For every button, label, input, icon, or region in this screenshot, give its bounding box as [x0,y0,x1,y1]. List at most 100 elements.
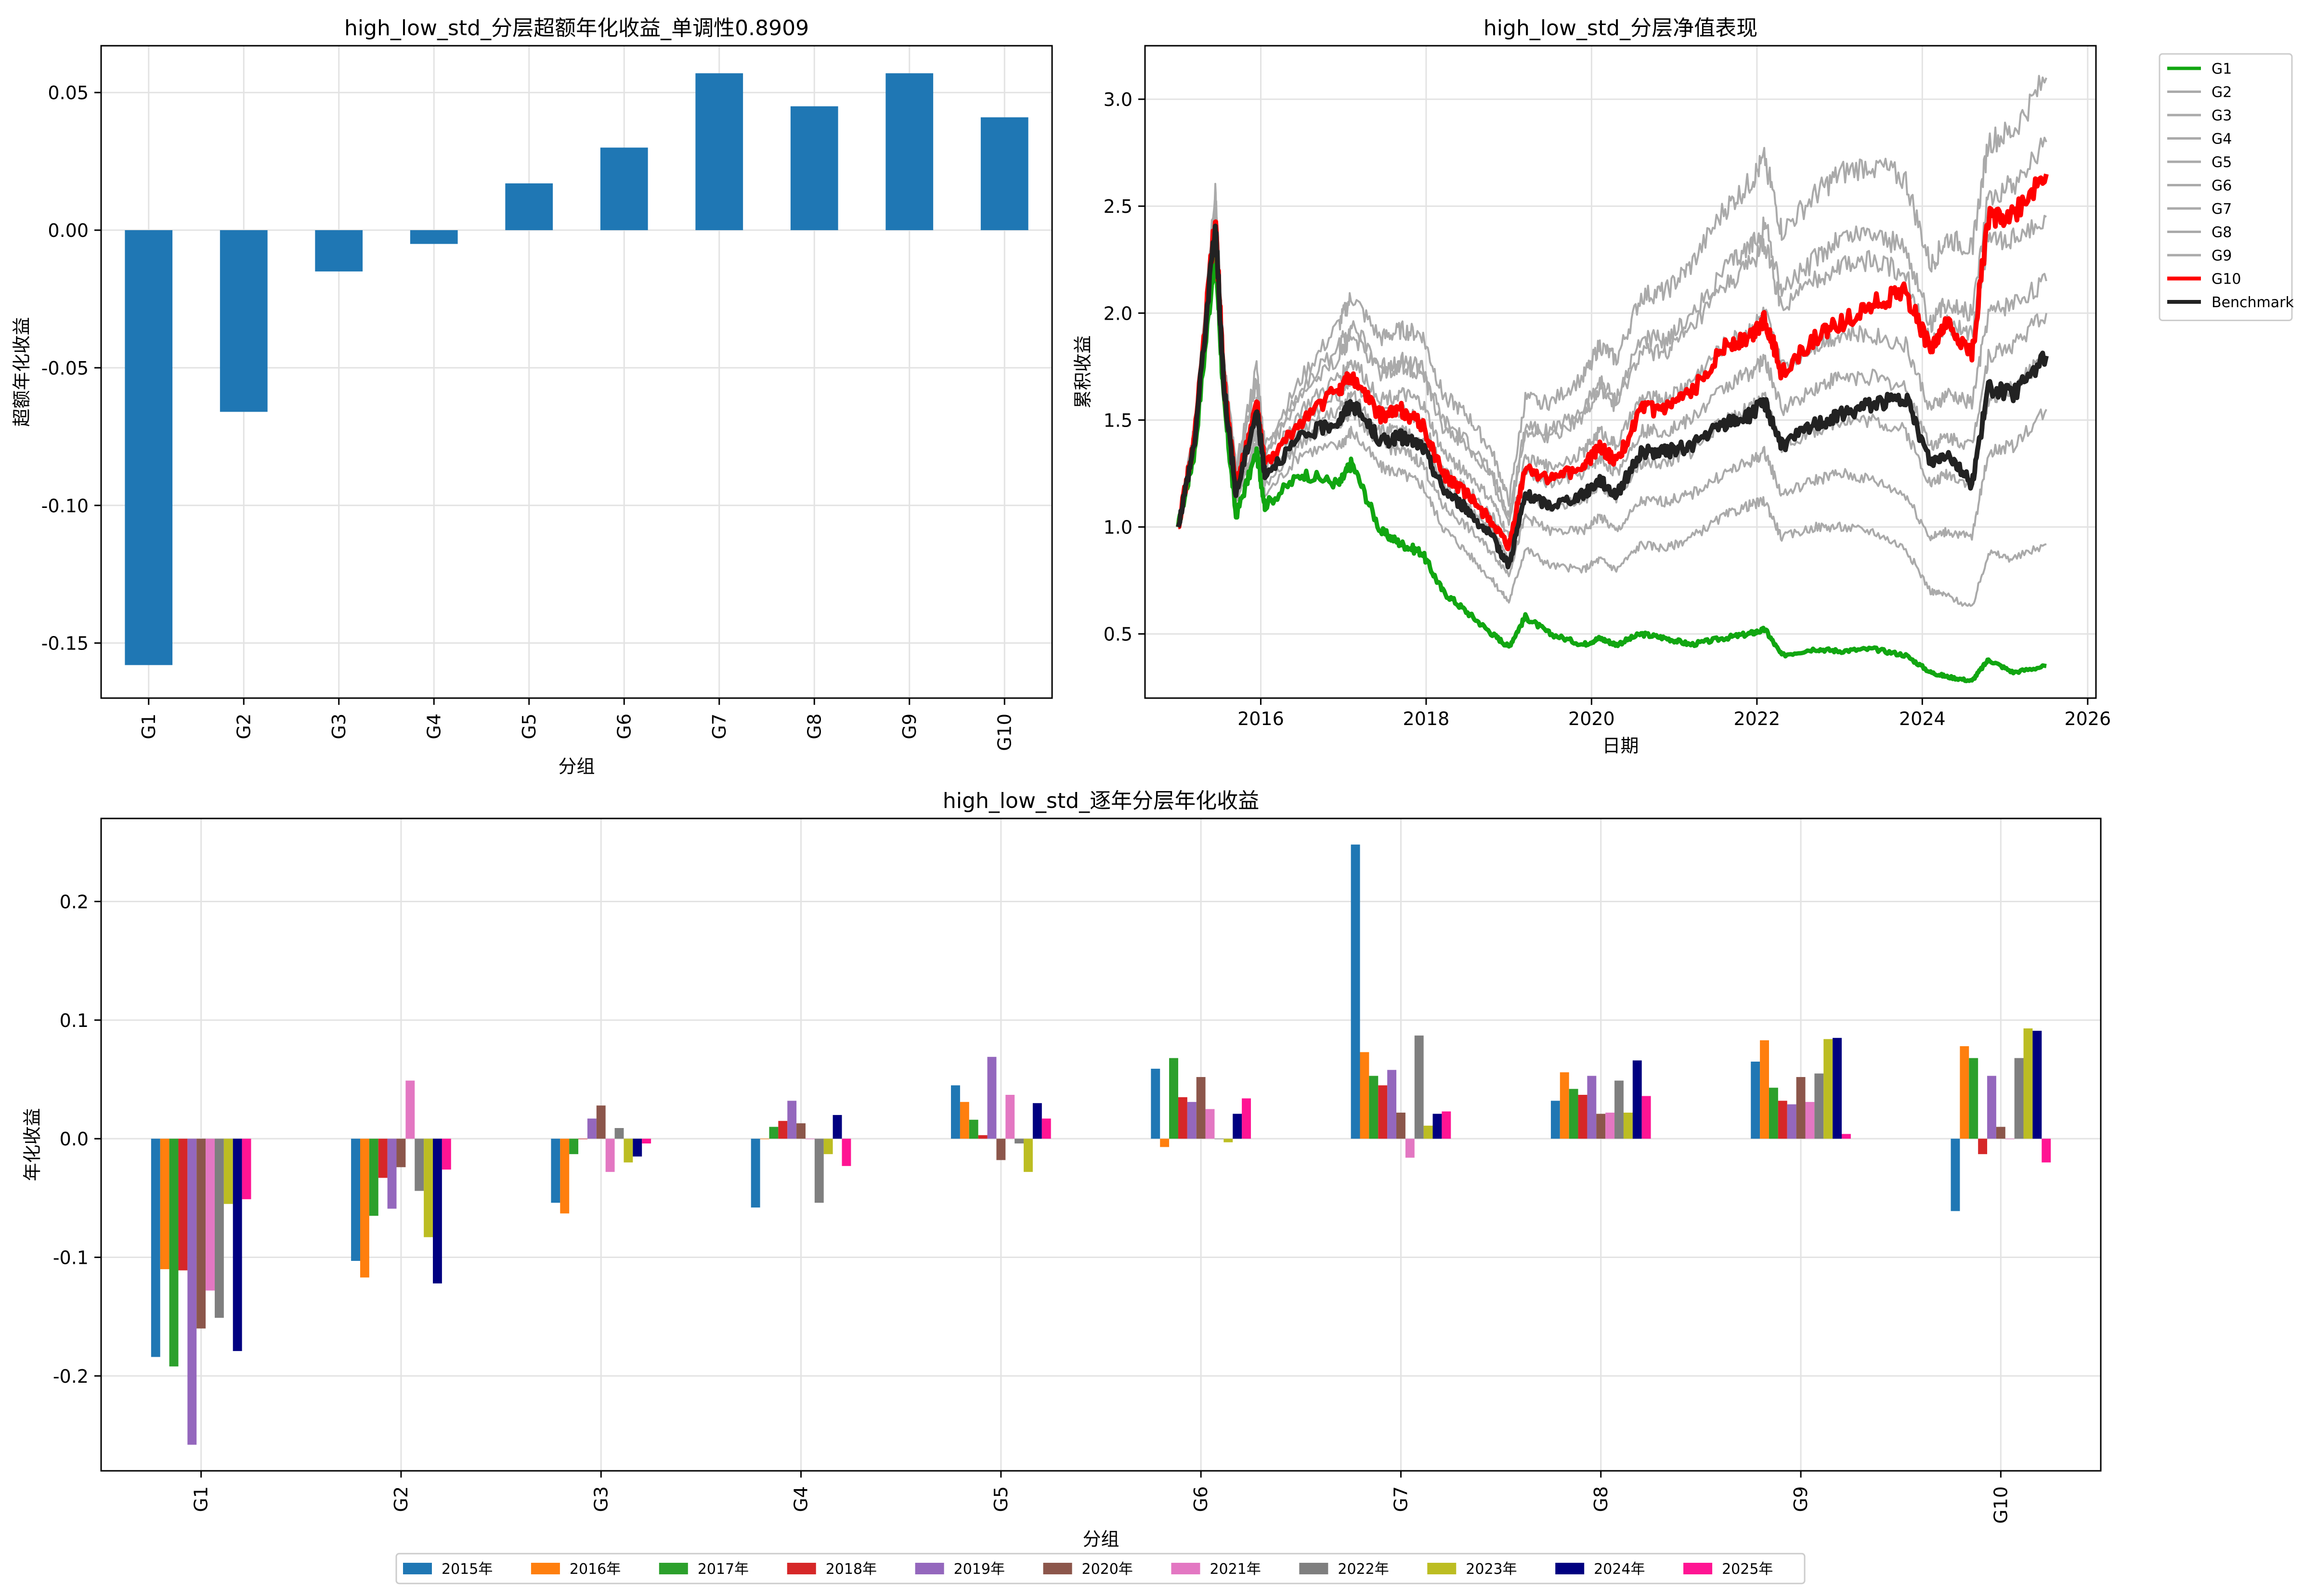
yearly-return-bar-g5-3 [978,1135,988,1139]
excess-return-y-tick-label: -0.05 [41,358,89,379]
yearly-return-bar-g3-1 [560,1139,570,1214]
yearly-return-x-tick-label: G8 [1590,1486,1612,1512]
excess-return-bar-g6 [600,147,648,231]
yearly-return-bar-g10-9 [2032,1030,2042,1139]
yearly-return-bar-g7-0 [1351,844,1360,1139]
excess-return-chart: 0.05 0.00 -0.05 -0.10 -0.15 G1 G2 G3 G4 G5 G6 G7 G8… [11,16,1053,777]
net-value-line-g7 [1177,136,2047,528]
excess-return-bar-g10 [980,117,1028,231]
yearly-return-bar-g3-0 [551,1139,560,1203]
yearly-return-bar-g3-8 [624,1139,633,1163]
yearly-return-legend-swatch [659,1563,688,1574]
yearly-return-legend-swatch [1683,1563,1713,1574]
excess-return-x-tick-label: G9 [899,714,920,740]
yearly-return-bar-g6-8 [1223,1139,1233,1142]
yearly-return-bar-g7-6 [1405,1139,1415,1158]
yearly-return-bar-g9-2 [1769,1088,1778,1139]
yearly-return-legend-label: 2018年 [826,1561,877,1578]
yearly-return-bar-g7-2 [1369,1076,1379,1139]
yearly-return-bar-g7-7 [1414,1035,1424,1139]
net-value-line-benchmark [1176,223,2049,570]
excess-return-x-tick-label: G5 [519,714,540,740]
yearly-return-bar-g10-0 [1951,1139,1960,1211]
yearly-return-title: high_low_std_逐年分层年化收益 [943,789,1259,813]
net-value-x-tick-label: 2016 [1237,708,1284,729]
yearly-return-bar-g8-7 [1614,1080,1624,1139]
yearly-return-bar-g6-6 [1205,1109,1215,1139]
yearly-return-bar-g4-5 [796,1123,806,1139]
excess-return-y-tick-label: 0.05 [48,82,89,104]
yearly-return-bar-g4-9 [833,1115,842,1139]
excess-return-bar-g2 [220,230,268,412]
excess-return-bar-g3 [315,230,363,272]
net-value-legend-label: Benchmark [2212,294,2294,311]
yearly-return-bar-g8-2 [1569,1089,1578,1139]
yearly-return-legend-box [395,1553,1806,1584]
yearly-return-bar-g9-3 [1778,1101,1787,1139]
yearly-return-legend-label: 2021年 [1210,1561,1261,1578]
yearly-return-bar-g7-1 [1360,1052,1369,1139]
yearly-return-bar-g5-7 [1015,1139,1024,1144]
yearly-return-bar-g3-4 [587,1118,597,1139]
yearly-return-bar-g8-6 [1605,1112,1615,1139]
excess-return-x-tick-label: G2 [233,714,254,740]
yearly-return-x-tick-label: G10 [1990,1486,2011,1524]
yearly-return-bar-g2-2 [369,1139,378,1216]
yearly-return-legend-swatch [531,1563,560,1574]
excess-return-bar-g9 [885,73,934,231]
yearly-return-bar-g5-9 [1032,1103,1042,1139]
yearly-return-bar-g6-1 [1160,1139,1170,1147]
excess-return-y-ticks: 0.05 0.00 -0.05 -0.10 -0.15 [41,82,101,654]
excess-return-bar-g4 [410,230,458,244]
yearly-return-bar-g7-4 [1387,1070,1397,1139]
yearly-return-bar-g6-3 [1178,1097,1187,1139]
yearly-return-bar-g3-2 [569,1139,579,1155]
yearly-return-bar-g5-4 [987,1057,997,1139]
yearly-return-x-label: 分组 [1082,1529,1119,1550]
yearly-return-x-tick-label: G2 [390,1486,412,1512]
yearly-return-bar-g1-8 [223,1139,233,1204]
excess-return-bar-g7 [695,73,743,231]
yearly-return-bar-g6-0 [1151,1068,1160,1139]
excess-return-x-tick-label: G8 [804,714,825,740]
net-value-y-tick-label: 1.5 [1104,410,1132,431]
net-value-y-label: 累积收益 [1072,335,1093,408]
yearly-return-x-tick-label: G1 [191,1486,212,1512]
net-value-y-tick-label: 3.0 [1104,89,1132,110]
yearly-return-bar-g10-2 [1969,1058,1978,1139]
yearly-return-x-tick-label: G6 [1190,1486,1211,1512]
net-value-line-g5 [1177,209,2047,551]
yearly-return-bar-g10-8 [2023,1028,2033,1139]
yearly-return-x-tick-label: G5 [990,1486,1012,1512]
yearly-return-bar-g2-3 [378,1139,388,1178]
yearly-return-legend-label: 2019年 [954,1561,1005,1578]
excess-return-y-label: 超额年化收益 [11,317,32,427]
excess-return-plot-frame [100,45,1053,699]
yearly-return-bar-g1-6 [206,1139,215,1291]
yearly-return-bar-g10-3 [1978,1139,1988,1155]
excess-return-y-tick-label: -0.10 [41,495,89,517]
yearly-return-y-tick-label: -0.2 [53,1366,89,1387]
yearly-return-bar-g4-8 [823,1139,833,1155]
yearly-return-legend-label: 2017年 [698,1561,749,1578]
net-value-x-ticks: 2016 2018 2020 2022 2024 2026 [1237,698,2111,729]
yearly-return-legend-label: 2024年 [1594,1561,1645,1578]
yearly-return-legend: 2015年 2016年 2017年 2018年 2019年 2020年 2021年 2022年… [395,1553,1806,1584]
excess-return-bar-g1 [125,230,173,665]
yearly-return-legend-swatch [403,1563,432,1574]
yearly-return-legend-swatch [787,1563,816,1574]
yearly-return-bar-g7-3 [1378,1085,1388,1139]
excess-return-y-tick-label: 0.00 [48,220,89,241]
yearly-return-legend-swatch [1043,1563,1072,1574]
net-value-title: high_low_std_分层净值表现 [1483,16,1757,40]
yearly-return-bar-g9-7 [1814,1073,1824,1139]
yearly-return-bar-g3-6 [605,1139,615,1172]
net-value-line-g1 [1176,247,2047,684]
yearly-return-bar-g8-1 [1560,1072,1569,1139]
yearly-return-y-tick-label: 0.0 [60,1129,89,1150]
net-value-x-tick-label: 2022 [1734,708,1781,729]
yearly-return-bar-g1-5 [196,1139,206,1329]
yearly-return-bar-g10-1 [1960,1046,1969,1139]
yearly-return-bars [151,844,2051,1445]
